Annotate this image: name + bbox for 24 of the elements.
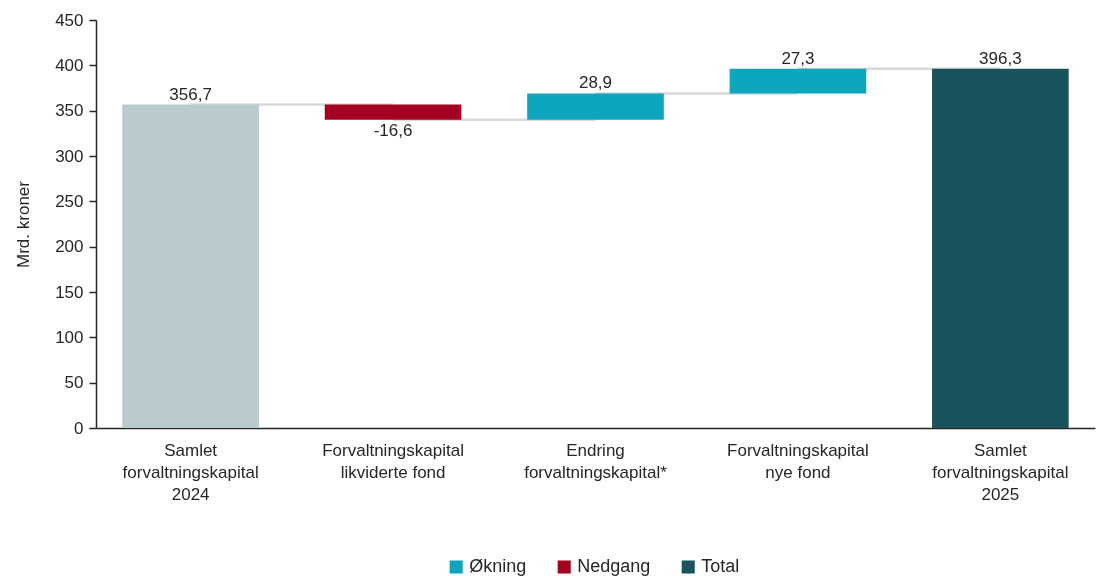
data-label: 28,9 xyxy=(578,73,613,93)
x-tick-label: Forvaltningskapital likviderte fond xyxy=(322,440,464,482)
x-tick-label: Endring forvaltningskapital* xyxy=(524,440,668,482)
x-tick-label: Samlet forvaltningskapital 2025 xyxy=(932,440,1069,504)
legend-label: Økning xyxy=(469,556,527,576)
y-tick-label: 300 xyxy=(55,146,84,166)
y-tick-label: 150 xyxy=(55,282,84,302)
y-tick-label: 100 xyxy=(55,327,84,347)
y-tick-label: 350 xyxy=(55,101,84,121)
x-tick-label: Forvaltningskapital nye fond xyxy=(727,440,869,482)
data-label: 27,3 xyxy=(781,48,815,68)
x-tick-label: Samlet forvaltningskapital 2024 xyxy=(122,440,259,504)
data-label: 356,7 xyxy=(169,84,212,104)
y-tick-label: 200 xyxy=(55,237,84,257)
legend-label: Total xyxy=(701,556,740,576)
y-axis-title: Mrd. kroner xyxy=(14,180,34,268)
data-label: -16,6 xyxy=(373,120,413,140)
legend-label: Nedgang xyxy=(577,556,651,576)
y-tick-label: 250 xyxy=(55,191,84,211)
y-tick-label: 50 xyxy=(64,373,84,393)
data-label: 396,3 xyxy=(979,48,1022,68)
y-tick-label: 450 xyxy=(55,10,84,30)
y-tick-label: 0 xyxy=(74,418,84,438)
y-tick-label: 400 xyxy=(55,55,84,75)
